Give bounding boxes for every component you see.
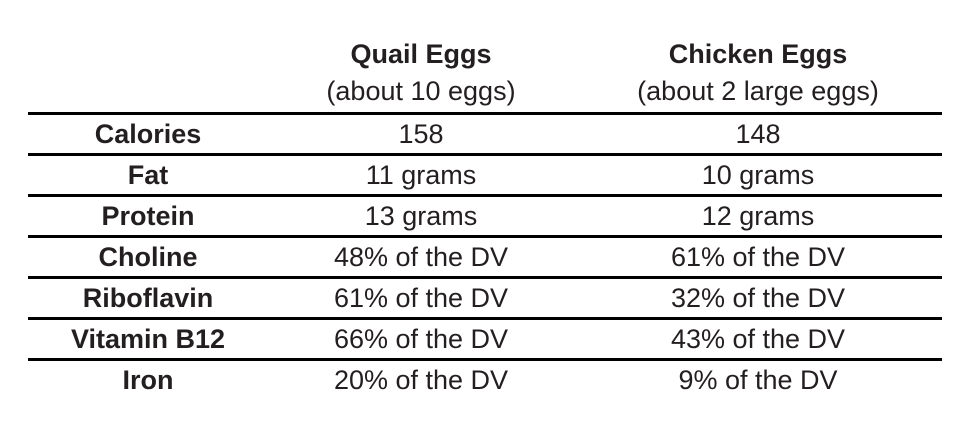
- nutrition-comparison-table-container: Quail Eggs (about 10 eggs) Chicken Eggs …: [28, 36, 942, 399]
- row-label-calories: Calories: [28, 113, 268, 156]
- cell-iron-quail: 20% of the DV: [333, 364, 509, 395]
- column-header-quail-eggs: Quail Eggs (about 10 eggs): [268, 36, 574, 115]
- cell-protein-chicken: 12 grams: [574, 195, 942, 238]
- cell-calories-quail: 158: [268, 113, 574, 156]
- table-row-calories: Calories 158 148: [28, 113, 942, 156]
- row-label-iron: Iron: [122, 364, 174, 395]
- table-row-riboflavin: Riboflavin 61% of the DV 32% of the DV: [28, 277, 942, 320]
- row-label-vitamin-b12: Vitamin B12: [28, 318, 268, 361]
- column-title-quail-eggs: Quail Eggs: [350, 39, 492, 69]
- cell-vitamin-b12-chicken: 43% of the DV: [574, 318, 942, 361]
- column-header-chicken-eggs: Chicken Eggs (about 2 large eggs): [574, 36, 942, 115]
- cell-choline-quail: 48% of the DV: [268, 236, 574, 279]
- column-title-chicken-eggs: Chicken Eggs: [668, 39, 848, 69]
- table-row-protein: Protein 13 grams 12 grams: [28, 195, 942, 238]
- column-header-empty: [28, 36, 268, 115]
- cell-riboflavin-quail: 61% of the DV: [268, 277, 574, 320]
- row-label-riboflavin: Riboflavin: [28, 277, 268, 320]
- row-label-fat: Fat: [28, 154, 268, 197]
- cell-fat-chicken: 10 grams: [574, 154, 942, 197]
- cell-vitamin-b12-quail: 66% of the DV: [268, 318, 574, 361]
- cell-choline-chicken: 61% of the DV: [574, 236, 942, 279]
- table-row-fat: Fat 11 grams 10 grams: [28, 154, 942, 197]
- table-row-iron: Iron 20% of the DV 9% of the DV: [28, 360, 942, 400]
- row-label-choline: Choline: [28, 236, 268, 279]
- table-row-choline: Choline 48% of the DV 61% of the DV: [28, 236, 942, 279]
- column-subtitle-chicken-eggs: (about 2 large eggs): [637, 76, 879, 106]
- nutrition-comparison-table: Quail Eggs (about 10 eggs) Chicken Eggs …: [28, 36, 942, 399]
- row-label-protein: Protein: [28, 195, 268, 238]
- cell-iron-chicken: 9% of the DV: [678, 364, 838, 395]
- table-row-vitamin-b12: Vitamin B12 66% of the DV 43% of the DV: [28, 318, 942, 361]
- cell-riboflavin-chicken: 32% of the DV: [574, 277, 942, 320]
- header-row: Quail Eggs (about 10 eggs) Chicken Eggs …: [28, 36, 942, 115]
- cell-protein-quail: 13 grams: [268, 195, 574, 238]
- cell-calories-chicken: 148: [574, 113, 942, 156]
- cell-fat-quail: 11 grams: [268, 154, 574, 197]
- column-subtitle-quail-eggs: (about 10 eggs): [326, 76, 516, 106]
